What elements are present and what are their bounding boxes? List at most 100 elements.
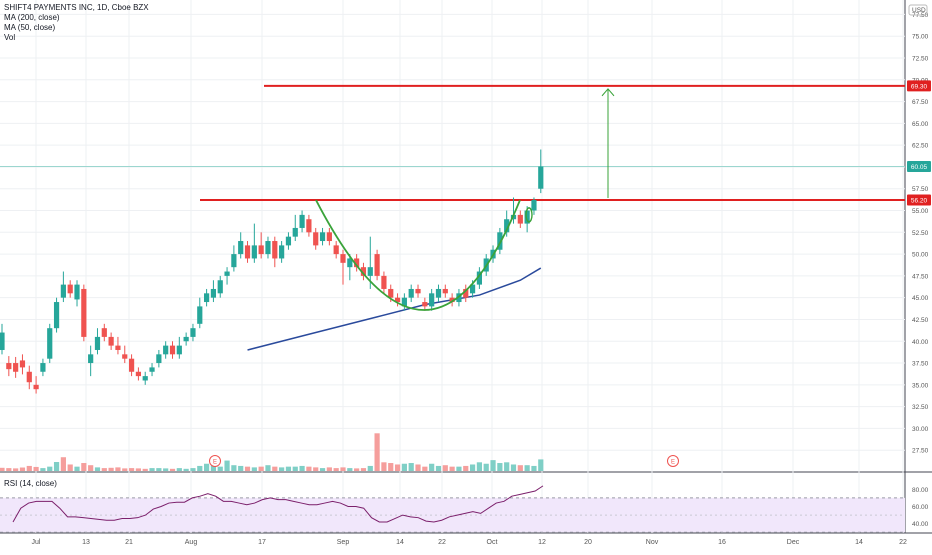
volume-bar bbox=[67, 464, 73, 471]
rsi-line bbox=[12, 485, 544, 523]
volume-bar bbox=[347, 468, 353, 471]
candle-body bbox=[204, 293, 210, 303]
candle-body bbox=[67, 284, 73, 294]
candle-body bbox=[238, 241, 244, 255]
volume-bar bbox=[149, 468, 155, 471]
candle-body bbox=[169, 345, 176, 355]
candle-body bbox=[88, 354, 94, 364]
rsi-tick-label: 60.00 bbox=[912, 504, 929, 511]
candle-body bbox=[285, 236, 292, 246]
ma50-legend[interactable]: MA (50, close) bbox=[4, 23, 56, 32]
candle-body bbox=[224, 271, 230, 276]
candle-body bbox=[183, 336, 189, 342]
current-price-tag-bg bbox=[907, 161, 931, 173]
price-tick-label: 40.00 bbox=[912, 339, 929, 346]
price-tick-label: 45.00 bbox=[912, 295, 929, 302]
candle-body bbox=[279, 245, 285, 259]
candle-body bbox=[272, 241, 278, 259]
candle-body bbox=[435, 288, 442, 298]
candle-body bbox=[319, 232, 326, 242]
candle-body bbox=[251, 245, 257, 259]
horizontal-levels bbox=[0, 84, 905, 202]
candle-body bbox=[422, 302, 428, 307]
candle-body bbox=[360, 267, 367, 276]
candle-body bbox=[94, 336, 101, 350]
volume-bar bbox=[122, 468, 128, 471]
candle-body bbox=[381, 275, 387, 289]
candle-body bbox=[408, 288, 414, 298]
volume-bar bbox=[449, 466, 455, 471]
price-tick-label: 62.50 bbox=[912, 143, 929, 150]
price-tick-label: 75.00 bbox=[912, 34, 929, 41]
volume-bar bbox=[504, 462, 510, 471]
candle-body bbox=[347, 258, 353, 268]
handle-ellipse bbox=[525, 207, 533, 223]
cup-curve bbox=[315, 199, 521, 311]
candle-body bbox=[26, 371, 32, 383]
candle-body bbox=[524, 210, 530, 224]
time-axis[interactable]: Jul 13 21 Aug 17 Sep 14 22 Oct 12 20 Nov 16 Dec 14 22 bbox=[32, 539, 907, 546]
candle-body bbox=[47, 328, 53, 359]
volume-bar bbox=[408, 463, 414, 471]
time-tick-label: 16 bbox=[718, 539, 726, 546]
volume-bar bbox=[292, 466, 298, 471]
volume-bar bbox=[279, 467, 285, 471]
volume-bar bbox=[128, 468, 135, 471]
price-tick-label: 35.00 bbox=[912, 382, 929, 389]
candle-body bbox=[258, 245, 264, 255]
time-tick-label: Jul bbox=[32, 539, 41, 546]
earnings-marker-circle bbox=[209, 455, 221, 467]
volume-bar bbox=[183, 468, 189, 471]
volume-bar bbox=[476, 462, 482, 471]
price-tick-label: 42.50 bbox=[912, 317, 929, 324]
candle-body bbox=[292, 227, 298, 237]
volume-bar bbox=[135, 468, 141, 471]
volume-bar bbox=[510, 464, 517, 471]
candle-body bbox=[33, 384, 39, 390]
volume-bar bbox=[319, 468, 326, 471]
volume-bar bbox=[244, 466, 251, 471]
rsi-legend[interactable]: RSI (14, close) bbox=[4, 479, 57, 488]
candle-body bbox=[388, 288, 394, 298]
volume-bar bbox=[108, 467, 114, 471]
volume-bar bbox=[374, 433, 380, 471]
time-tick-label: Nov bbox=[646, 539, 659, 546]
time-tick-label: 14 bbox=[396, 539, 404, 546]
volume-legend[interactable]: Vol bbox=[4, 33, 16, 42]
candle-body bbox=[0, 332, 5, 350]
candle-body bbox=[429, 293, 435, 307]
candle-body bbox=[476, 271, 482, 285]
candle-body bbox=[374, 254, 380, 276]
candle-body bbox=[401, 297, 407, 307]
volume-bar bbox=[299, 465, 305, 471]
candle-body bbox=[299, 214, 305, 228]
volume-bar bbox=[429, 463, 435, 471]
time-tick-label: 14 bbox=[855, 539, 863, 546]
volume-bar bbox=[456, 466, 462, 471]
volume-bar bbox=[33, 466, 39, 471]
candle-body bbox=[442, 288, 448, 294]
volume-bar bbox=[190, 468, 196, 471]
candle-body bbox=[326, 232, 332, 242]
volume-bar bbox=[0, 467, 5, 471]
candle-body bbox=[265, 241, 271, 255]
resistance-tag-bg bbox=[907, 80, 931, 92]
candle-body bbox=[210, 288, 217, 298]
volume-bar bbox=[169, 468, 176, 471]
time-tick-label: Dec bbox=[787, 539, 800, 546]
indicator-legend: SHIFT4 PAYMENTS INC, 1D, Cboe BZX MA (20… bbox=[4, 3, 149, 43]
time-tick-label: 12 bbox=[538, 539, 546, 546]
candle-body bbox=[53, 302, 60, 329]
volume-bar bbox=[142, 468, 148, 471]
volume-bar bbox=[415, 464, 421, 471]
candle-body bbox=[19, 360, 26, 368]
ma200-legend[interactable]: MA (200, close) bbox=[4, 13, 60, 22]
candle-body bbox=[6, 363, 12, 370]
volume-bar bbox=[197, 465, 203, 471]
symbol-title[interactable]: SHIFT4 PAYMENTS INC, 1D, Cboe BZX bbox=[4, 3, 149, 12]
volume-bar bbox=[422, 466, 428, 471]
